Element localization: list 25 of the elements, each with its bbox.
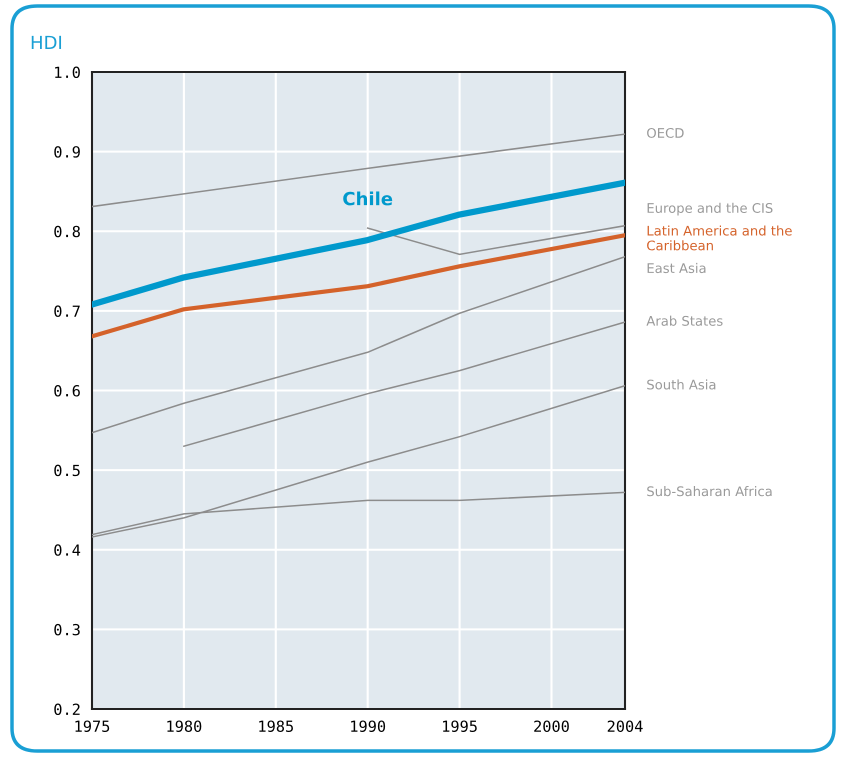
x-tick-label: 2000	[534, 720, 569, 732]
series-label: Latin America and the Caribbean	[647, 225, 792, 250]
y-tick-label: 0.4	[54, 544, 80, 556]
series-label: Chile	[343, 191, 392, 206]
x-tick-label: 1985	[259, 720, 293, 732]
y-tick-label: 0.9	[54, 146, 80, 158]
x-tick-label: 2004	[608, 720, 643, 732]
series-label: Sub-Saharan Africa	[647, 486, 772, 496]
y-tick-label: 0.3	[54, 624, 80, 636]
x-tick-label: 1980	[167, 720, 202, 732]
y-tick-label: 0.2	[54, 704, 80, 716]
series-label: Europe and the CIS	[648, 202, 773, 216]
series-label: OECD	[647, 128, 684, 138]
y-tick-label: 1.0	[55, 66, 80, 78]
y-tick-label: 0.8	[54, 226, 80, 238]
x-tick-label: 1975	[75, 720, 110, 732]
y-tick-label: 0.7	[54, 305, 80, 317]
x-tick-label: 1990	[351, 720, 386, 732]
y-tick-label: 0.6	[54, 385, 80, 397]
series-label: South Asia	[647, 379, 716, 390]
y-tick-label: 0.5	[54, 464, 80, 476]
x-tick-label: 1995	[443, 720, 477, 732]
series-label: Arab States	[646, 316, 723, 326]
series-label: East Asia	[648, 262, 706, 274]
y-axis-title: HDI	[32, 36, 62, 49]
